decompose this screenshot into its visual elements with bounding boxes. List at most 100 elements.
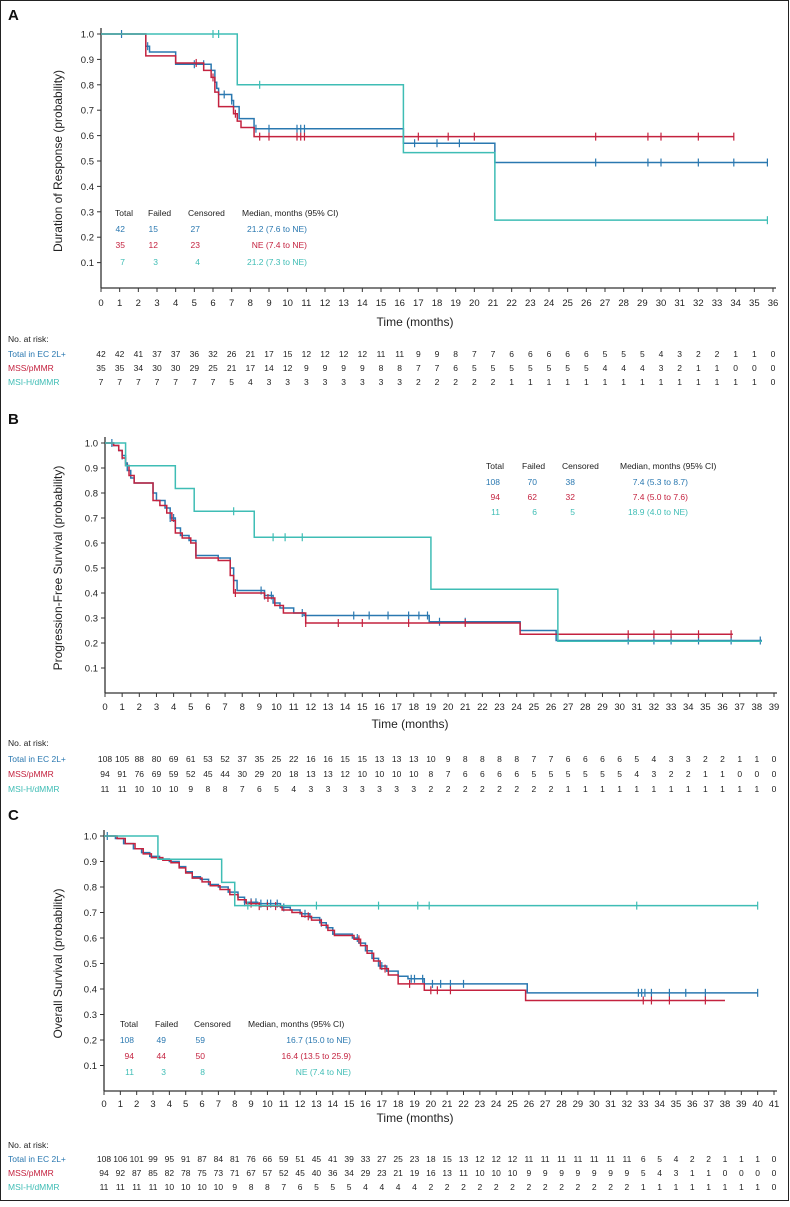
at-risk-count: 6 bbox=[514, 769, 519, 779]
at-risk-count: 10 bbox=[152, 784, 162, 794]
legend-cell: 7.4 (5.0 to 7.6) bbox=[633, 492, 688, 502]
at-risk-count: 3 bbox=[285, 377, 290, 387]
x-tick-label: 30 bbox=[656, 298, 667, 309]
x-tick-label: 5 bbox=[183, 1099, 188, 1110]
legend-header: Failed bbox=[155, 1019, 178, 1029]
at-risk-count: 8 bbox=[453, 349, 458, 359]
at-risk-count: 8 bbox=[463, 754, 468, 764]
legend-header: Censored bbox=[194, 1019, 231, 1029]
y-tick-label: 0.2 bbox=[84, 1036, 97, 1047]
at-risk-count: 6 bbox=[584, 349, 589, 359]
at-risk-count: 4 bbox=[248, 377, 253, 387]
at-risk-count: 4 bbox=[657, 1168, 662, 1178]
at-risk-count: 2 bbox=[480, 784, 485, 794]
x-tick-label: 33 bbox=[666, 702, 677, 713]
at-risk-count: 0 bbox=[772, 1182, 777, 1192]
at-risk-count: 105 bbox=[115, 754, 129, 764]
at-risk-count: 12 bbox=[508, 1154, 518, 1164]
y-tick-label: 0.9 bbox=[85, 464, 98, 475]
at-risk-count: 6 bbox=[480, 769, 485, 779]
at-risk-count: 2 bbox=[416, 377, 421, 387]
at-risk-count: 4 bbox=[603, 363, 608, 373]
at-risk-count: 3 bbox=[360, 377, 365, 387]
at-risk-count: 10 bbox=[409, 769, 419, 779]
x-axis-title: Time (months) bbox=[377, 1111, 454, 1125]
x-tick-label: 9 bbox=[248, 1099, 253, 1110]
y-tick-label: 0.7 bbox=[85, 514, 98, 525]
at-risk-count: 11 bbox=[132, 1182, 141, 1192]
x-tick-label: 24 bbox=[511, 702, 522, 713]
y-tick-label: 0.5 bbox=[81, 157, 94, 168]
y-tick-label: 0.8 bbox=[81, 80, 94, 91]
at-risk-count: 1 bbox=[686, 784, 691, 794]
at-risk-count: 1 bbox=[739, 1154, 744, 1164]
at-risk-count: 2 bbox=[527, 1182, 532, 1192]
at-risk-count: 0 bbox=[772, 769, 777, 779]
at-risk-count: 1 bbox=[739, 1182, 744, 1192]
x-tick-label: 18 bbox=[408, 702, 419, 713]
x-tick-label: 29 bbox=[637, 298, 648, 309]
at-risk-count: 10 bbox=[181, 1182, 191, 1192]
x-tick-label: 4 bbox=[171, 702, 176, 713]
at-risk-count: 1 bbox=[528, 377, 533, 387]
x-tick-label: 22 bbox=[506, 298, 517, 309]
at-risk-count: 1 bbox=[696, 363, 701, 373]
legend-cell: 12 bbox=[149, 240, 159, 250]
x-tick-label: 17 bbox=[377, 1099, 388, 1110]
at-risk-count: 5 bbox=[314, 1182, 319, 1192]
x-tick-label: 13 bbox=[338, 298, 349, 309]
at-risk-count: 101 bbox=[130, 1154, 144, 1164]
at-risk-count: 3 bbox=[677, 349, 682, 359]
legend-cell: 8 bbox=[200, 1067, 205, 1077]
at-risk-count: 8 bbox=[206, 784, 211, 794]
x-tick-label: 29 bbox=[573, 1099, 584, 1110]
at-risk-count: 8 bbox=[249, 1182, 254, 1192]
x-tick-label: 16 bbox=[394, 298, 405, 309]
at-risk-count: 5 bbox=[491, 363, 496, 373]
x-tick-label: 19 bbox=[450, 298, 461, 309]
at-risk-count: 25 bbox=[272, 754, 282, 764]
x-tick-label: 7 bbox=[222, 702, 227, 713]
at-risk-count: 30 bbox=[152, 363, 162, 373]
legend-header: Median, months (95% CI) bbox=[620, 461, 717, 471]
at-risk-count: 37 bbox=[237, 754, 247, 764]
legend-cell: 94 bbox=[125, 1051, 135, 1061]
at-risk-count: 36 bbox=[328, 1168, 338, 1178]
at-risk-count: 11 bbox=[101, 784, 110, 794]
y-tick-label: 0.8 bbox=[85, 489, 98, 500]
at-risk-count: 1 bbox=[696, 377, 701, 387]
x-tick-label: 35 bbox=[671, 1099, 682, 1110]
at-risk-count: 17 bbox=[264, 349, 274, 359]
at-risk-count: 22 bbox=[289, 754, 299, 764]
at-risk-count: 8 bbox=[514, 754, 519, 764]
y-axis-title: Duration of Response (probability) bbox=[51, 70, 65, 252]
at-risk-count: 2 bbox=[453, 377, 458, 387]
x-tick-label: 0 bbox=[102, 702, 107, 713]
at-risk-count: 39 bbox=[344, 1154, 354, 1164]
at-risk-count: 11 bbox=[541, 1154, 550, 1164]
x-tick-label: 12 bbox=[295, 1099, 306, 1110]
at-risk-count: 8 bbox=[223, 784, 228, 794]
at-risk-count: 7 bbox=[240, 784, 245, 794]
x-tick-label: 41 bbox=[769, 1099, 780, 1110]
at-risk-count: 1 bbox=[754, 784, 759, 794]
at-risk-table: No. at risk:Total in EC 2L+ 108 105 88 80 69 6… bbox=[8, 738, 777, 794]
at-risk-count: 15 bbox=[442, 1154, 452, 1164]
at-risk-count: 29 bbox=[255, 769, 265, 779]
legend-cell: 15 bbox=[149, 224, 159, 234]
at-risk-count: 12 bbox=[320, 349, 330, 359]
x-tick-label: 16 bbox=[360, 1099, 371, 1110]
at-risk-count: 1 bbox=[674, 1182, 679, 1192]
x-tick-label: 38 bbox=[720, 1099, 731, 1110]
at-risk-count: 21 bbox=[393, 1168, 403, 1178]
x-tick-label: 20 bbox=[426, 1099, 437, 1110]
at-risk-count: 11 bbox=[459, 1168, 468, 1178]
at-risk-count: 0 bbox=[739, 1168, 744, 1178]
panel-a: A0.10.20.30.40.50.60.70.80.91.00 1 2 3 4 5 6 7 8… bbox=[8, 7, 778, 387]
at-risk-count: 1 bbox=[652, 784, 657, 794]
x-tick-label: 18 bbox=[432, 298, 443, 309]
at-risk-count: 7 bbox=[173, 377, 178, 387]
at-risk-count: 1 bbox=[706, 1168, 711, 1178]
at-risk-count: 12 bbox=[358, 349, 368, 359]
x-tick-label: 0 bbox=[101, 1099, 106, 1110]
